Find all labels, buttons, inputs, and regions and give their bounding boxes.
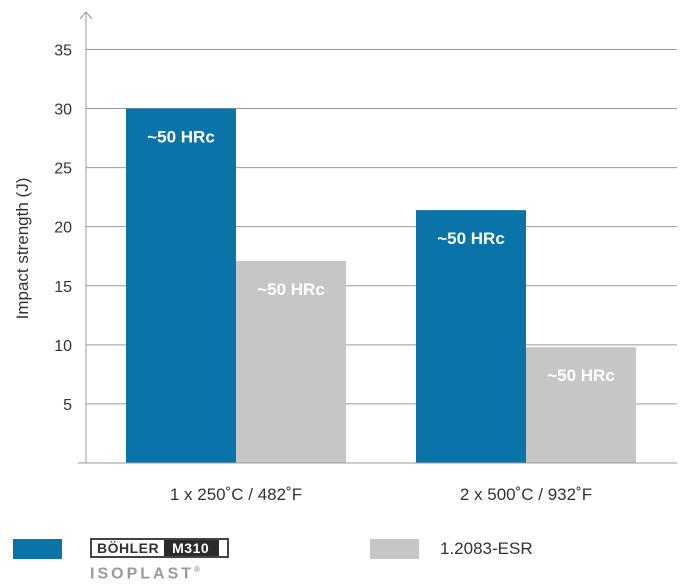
legend-brand-logo: BÖHLER M310 — [90, 538, 230, 558]
y-tick-label: 20 — [54, 220, 72, 237]
bar-1-1 — [126, 108, 236, 464]
bar-2-2 — [526, 347, 636, 463]
y-tick-labels: 5 10 15 20 25 30 35 — [54, 42, 72, 413]
y-axis-arrow — [79, 11, 93, 20]
legend: BÖHLER M310 ISOPLAST® 1.2083-ESR — [0, 530, 685, 587]
legend-swatch-series-1 — [13, 539, 62, 559]
bar-data-labels: ~50 HRc ~50 HRc ~50 HRc ~50 HRc — [147, 128, 615, 386]
y-tick-label: 15 — [54, 279, 72, 296]
brand-subtitle: ISOPLAST® — [90, 565, 200, 583]
bar-2-1 — [236, 260, 346, 463]
bar-data-label: ~50 HRc — [547, 366, 615, 385]
axes — [78, 11, 677, 464]
x-category-label: 1 x 250˚C / 482˚F — [170, 485, 302, 504]
bar-data-label: ~50 HRc — [147, 128, 215, 147]
legend-swatch-series-2 — [370, 539, 419, 559]
bar-data-label: ~50 HRc — [257, 280, 325, 299]
impact-strength-chart: 5 10 15 20 25 30 35 1 x 250˚C / 482˚F 2 x 500˚C… — [13, 11, 677, 504]
y-tick-label: 35 — [54, 42, 72, 59]
brand-name: BÖHLER — [92, 540, 165, 556]
bar-1-2 — [416, 210, 526, 463]
bar-data-label: ~50 HRc — [437, 229, 505, 248]
bars — [126, 108, 636, 464]
brand-grade: M310 — [164, 540, 220, 556]
y-axis-title: Impact strength (J) — [13, 178, 32, 320]
x-category-labels: 1 x 250˚C / 482˚F 2 x 500˚C / 932˚F — [170, 485, 592, 504]
brand-tail — [219, 540, 228, 556]
y-tick-label: 5 — [63, 397, 72, 414]
y-tick-label: 25 — [54, 161, 72, 178]
x-category-label: 2 x 500˚C / 932˚F — [460, 485, 592, 504]
legend-label-series-2: 1.2083-ESR — [440, 539, 533, 558]
y-tick-label: 10 — [54, 338, 72, 355]
y-tick-label: 30 — [54, 102, 72, 119]
